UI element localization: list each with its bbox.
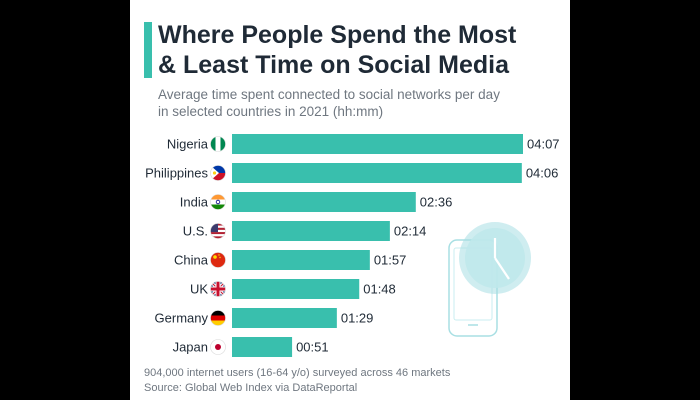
- value-label: 04:07: [527, 137, 560, 152]
- bar: [232, 337, 293, 357]
- category-label: U.S.: [183, 224, 208, 239]
- bar: [232, 134, 523, 154]
- china-flag-icon: [210, 252, 226, 268]
- bar: [232, 163, 522, 183]
- nigeria-flag-icon: [210, 136, 226, 152]
- chart-subtitle-line-2: in selected countries in 2021 (hh:mm): [158, 104, 384, 119]
- value-label: 01:57: [374, 253, 407, 268]
- chart-title-line-1: Where People Spend the Most: [158, 21, 517, 49]
- chart-card: Where People Spend the Most & Least Time…: [130, 0, 570, 400]
- chart-subtitle-line-1: Average time spent connected to social n…: [158, 87, 500, 102]
- bar-chart: Nigeria 04:07 Philippines 04:06 India 02:36 U.…: [145, 134, 560, 357]
- source-note: Source: Global Web Index via DataReporta…: [144, 382, 358, 394]
- category-label: Nigeria: [167, 137, 209, 152]
- bar: [232, 250, 370, 270]
- japan-flag-icon: [210, 339, 226, 355]
- bar: [232, 192, 416, 212]
- value-label: 01:29: [341, 311, 374, 326]
- category-label: Philippines: [145, 166, 208, 181]
- uk-flag-icon: [210, 281, 226, 297]
- india-flag-icon: [210, 194, 226, 210]
- category-label: Germany: [155, 311, 209, 326]
- value-label: 02:36: [420, 195, 453, 210]
- category-label: India: [180, 195, 209, 210]
- category-label: China: [174, 253, 209, 268]
- chart-title-line-2: & Least Time on Social Media: [158, 51, 510, 79]
- value-label: 01:48: [363, 282, 396, 297]
- category-label: UK: [190, 282, 208, 297]
- us-flag-icon: [210, 223, 226, 239]
- germany-flag-icon: [210, 310, 226, 326]
- bar: [232, 308, 337, 328]
- title-accent-bar: [144, 22, 152, 78]
- bar: [232, 221, 390, 241]
- value-label: 00:51: [296, 340, 329, 355]
- category-label: Japan: [173, 340, 208, 355]
- bar: [232, 279, 360, 299]
- value-label: 02:14: [394, 224, 427, 239]
- phone-clock-icon: [448, 222, 531, 337]
- philippines-flag-icon: [210, 165, 226, 181]
- value-label: 04:06: [526, 166, 559, 181]
- survey-note: 904,000 internet users (16-64 y/o) surve…: [144, 367, 451, 379]
